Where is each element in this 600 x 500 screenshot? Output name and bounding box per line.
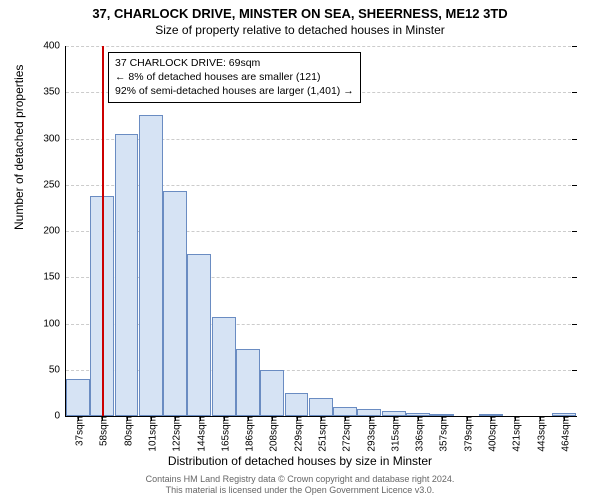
footer: Contains HM Land Registry data © Crown c…: [0, 474, 600, 497]
ytick-label: 150: [43, 272, 66, 283]
xtick-label: 336sqm: [411, 416, 426, 452]
histogram-bar: [285, 393, 309, 416]
histogram-bar: [236, 349, 260, 416]
ytick-mark: [572, 139, 577, 140]
ytick-label: 100: [43, 318, 66, 329]
histogram-bar: [357, 409, 381, 416]
chart-title: 37, CHARLOCK DRIVE, MINSTER ON SEA, SHEE…: [0, 0, 600, 21]
ytick-mark: [572, 92, 577, 93]
ytick-label: 250: [43, 179, 66, 190]
histogram-bar: [309, 398, 333, 417]
annotation-line: 37 CHARLOCK DRIVE: 69sqm: [115, 56, 354, 70]
xtick-label: 208sqm: [265, 416, 280, 452]
reference-line: [102, 46, 104, 416]
ytick-label: 200: [43, 226, 66, 237]
histogram-bar: [139, 115, 163, 416]
histogram-bar: [187, 254, 211, 416]
ytick-mark: [572, 324, 577, 325]
chart-subtitle: Size of property relative to detached ho…: [0, 21, 600, 37]
histogram-bar: [333, 407, 357, 416]
xtick-label: 315sqm: [386, 416, 401, 452]
xtick-label: 400sqm: [484, 416, 499, 452]
ytick-mark: [572, 370, 577, 371]
xtick-label: 144sqm: [192, 416, 207, 452]
annotation-line: 92% of semi-detached houses are larger (…: [115, 84, 354, 98]
ytick-mark: [572, 277, 577, 278]
y-axis-label: Number of detached properties: [12, 65, 26, 230]
xtick-label: 101sqm: [144, 416, 159, 452]
xtick-label: 464sqm: [556, 416, 571, 452]
footer-line: Contains HM Land Registry data © Crown c…: [0, 474, 600, 485]
ytick-label: 400: [43, 41, 66, 52]
xtick-label: 122sqm: [168, 416, 183, 452]
plot-area: 05010015020025030035040037sqm58sqm80sqm1…: [65, 46, 576, 417]
xtick-label: 272sqm: [338, 416, 353, 452]
histogram-bar: [163, 191, 187, 416]
xtick-label: 229sqm: [289, 416, 304, 452]
ytick-label: 300: [43, 133, 66, 144]
ytick-label: 350: [43, 87, 66, 98]
x-axis-label: Distribution of detached houses by size …: [0, 454, 600, 468]
ytick-label: 50: [49, 364, 66, 375]
xtick-label: 37sqm: [71, 416, 86, 446]
xtick-label: 80sqm: [119, 416, 134, 446]
xtick-label: 293sqm: [362, 416, 377, 452]
annotation-line: ← 8% of detached houses are smaller (121…: [115, 70, 354, 84]
histogram-bar: [66, 379, 90, 416]
histogram-bar: [115, 134, 139, 416]
ytick-mark: [572, 416, 577, 417]
xtick-label: 443sqm: [532, 416, 547, 452]
histogram-bar: [260, 370, 284, 416]
annotation-box: 37 CHARLOCK DRIVE: 69sqm ← 8% of detache…: [108, 52, 361, 103]
xtick-label: 379sqm: [459, 416, 474, 452]
ytick-mark: [572, 185, 577, 186]
ytick-mark: [572, 46, 577, 47]
xtick-label: 58sqm: [95, 416, 110, 446]
xtick-label: 251sqm: [314, 416, 329, 452]
ytick-label: 0: [54, 411, 66, 422]
xtick-label: 165sqm: [216, 416, 231, 452]
xtick-label: 186sqm: [241, 416, 256, 452]
histogram-bar: [212, 317, 236, 416]
xtick-label: 421sqm: [508, 416, 523, 452]
chart-container: 37, CHARLOCK DRIVE, MINSTER ON SEA, SHEE…: [0, 0, 600, 500]
footer-line: This material is licensed under the Open…: [0, 485, 600, 496]
gridline: [66, 46, 576, 47]
ytick-mark: [572, 231, 577, 232]
xtick-label: 357sqm: [435, 416, 450, 452]
